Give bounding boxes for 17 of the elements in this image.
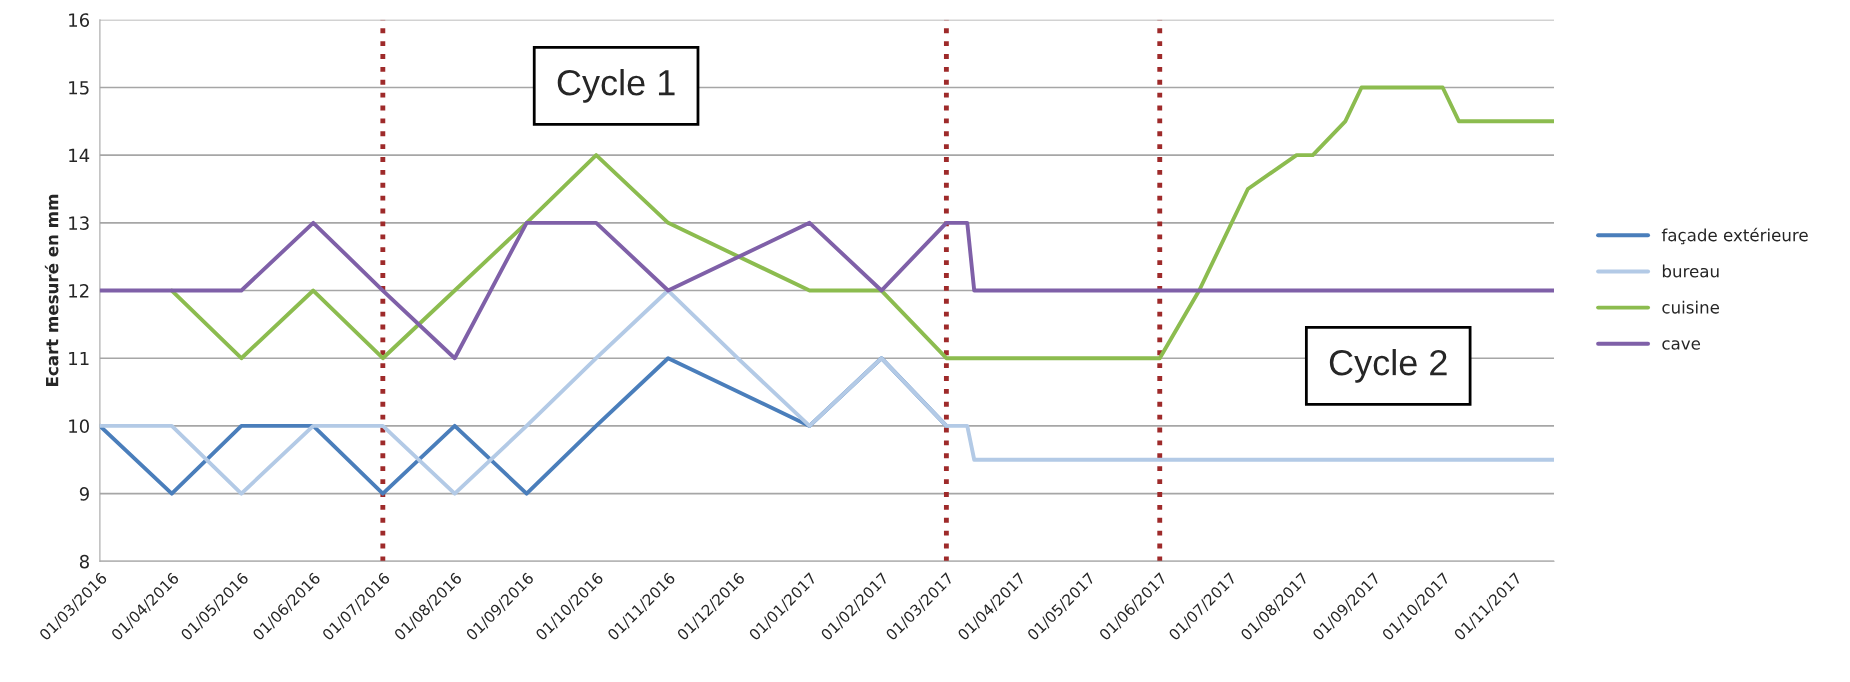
y-tick-label: 15 [69,81,89,95]
y-tick-label: 10 [69,419,89,434]
y-tick-label: 16 [69,13,90,27]
y-axis-title: Ecart mesuré en mm [44,194,59,386]
legend-label: bureau [1662,264,1719,278]
legend-label: cave [1662,340,1701,350]
annotation: Cycle 2 [1329,348,1447,383]
y-tick-label: 12 [69,283,89,298]
y-tick-label: 13 [69,216,89,230]
line-series [99,288,1554,496]
annotation: Cycle 1 [557,69,675,103]
y-tick-label: 8 [79,554,89,569]
y-tick-label: 14 [69,148,90,163]
y-tick-label: 9 [79,487,89,501]
y-tick-label: 11 [69,351,89,366]
legend-label: cuisine [1662,300,1720,314]
legend-label: façade extérieure [1661,227,1808,245]
